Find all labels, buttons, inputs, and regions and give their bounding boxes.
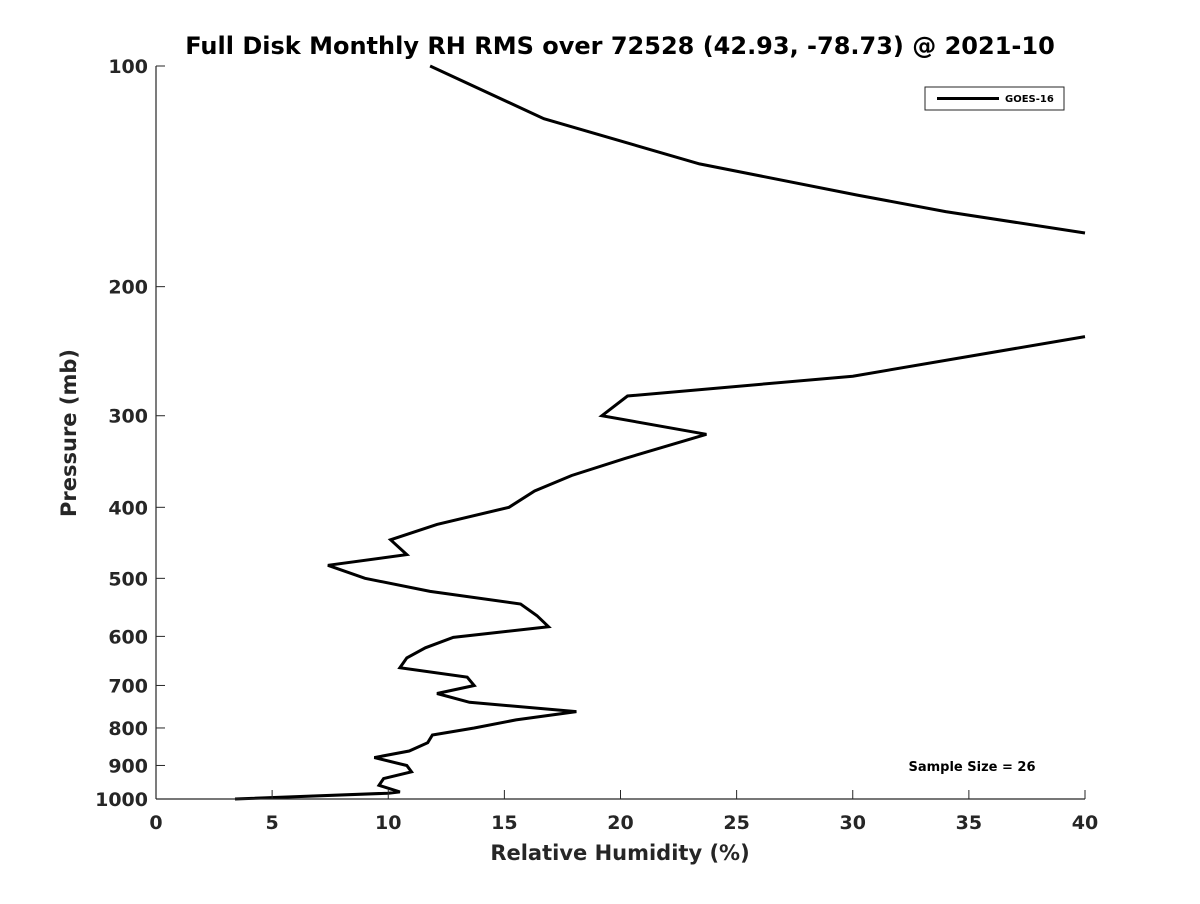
x-tick-label: 5 (266, 812, 279, 834)
y-tick-label: 200 (108, 277, 148, 299)
y-tick-label: 400 (108, 497, 148, 519)
x-tick-label: 15 (491, 812, 517, 834)
y-tick-label: 500 (108, 568, 148, 590)
x-tick-label: 25 (723, 812, 749, 834)
chart-title: Full Disk Monthly RH RMS over 72528 (42.… (185, 32, 1055, 60)
sample-size-annotation: Sample Size = 26 (908, 760, 1035, 775)
x-tick-label: 30 (840, 812, 866, 834)
x-axis-label: Relative Humidity (%) (490, 841, 749, 865)
y-tick-label: 700 (108, 675, 148, 697)
series-line-goes-16-segment-2 (234, 335, 1086, 801)
series-lines (234, 64, 1086, 801)
plot-area: 0 5 10 15 20 25 30 35 40 100 200 300 400 500 600 700 80… (95, 56, 1098, 834)
y-tick-label: 600 (108, 626, 148, 648)
y-tick-label: 100 (108, 56, 148, 78)
legend: GOES-16 (924, 86, 1065, 111)
x-tick-label: 10 (375, 812, 401, 834)
x-tick-label: 0 (149, 812, 162, 834)
x-tick-label: 20 (607, 812, 633, 834)
y-tick-label: 900 (108, 755, 148, 777)
y-tick-label: 800 (108, 718, 148, 740)
x-axis-ticks: 0 5 10 15 20 25 30 35 40 (149, 790, 1098, 834)
legend-label-goes-16: GOES-16 (1005, 94, 1054, 105)
series-line-goes-16-segment-1 (429, 64, 1086, 235)
y-tick-label: 300 (108, 406, 148, 428)
x-tick-label: 40 (1072, 812, 1098, 834)
x-tick-label: 35 (956, 812, 982, 834)
y-axis-label: Pressure (mb) (57, 349, 81, 517)
y-axis-ticks: 100 200 300 400 500 600 700 800 900 1000 (95, 56, 165, 811)
y-tick-label: 1000 (95, 789, 148, 811)
